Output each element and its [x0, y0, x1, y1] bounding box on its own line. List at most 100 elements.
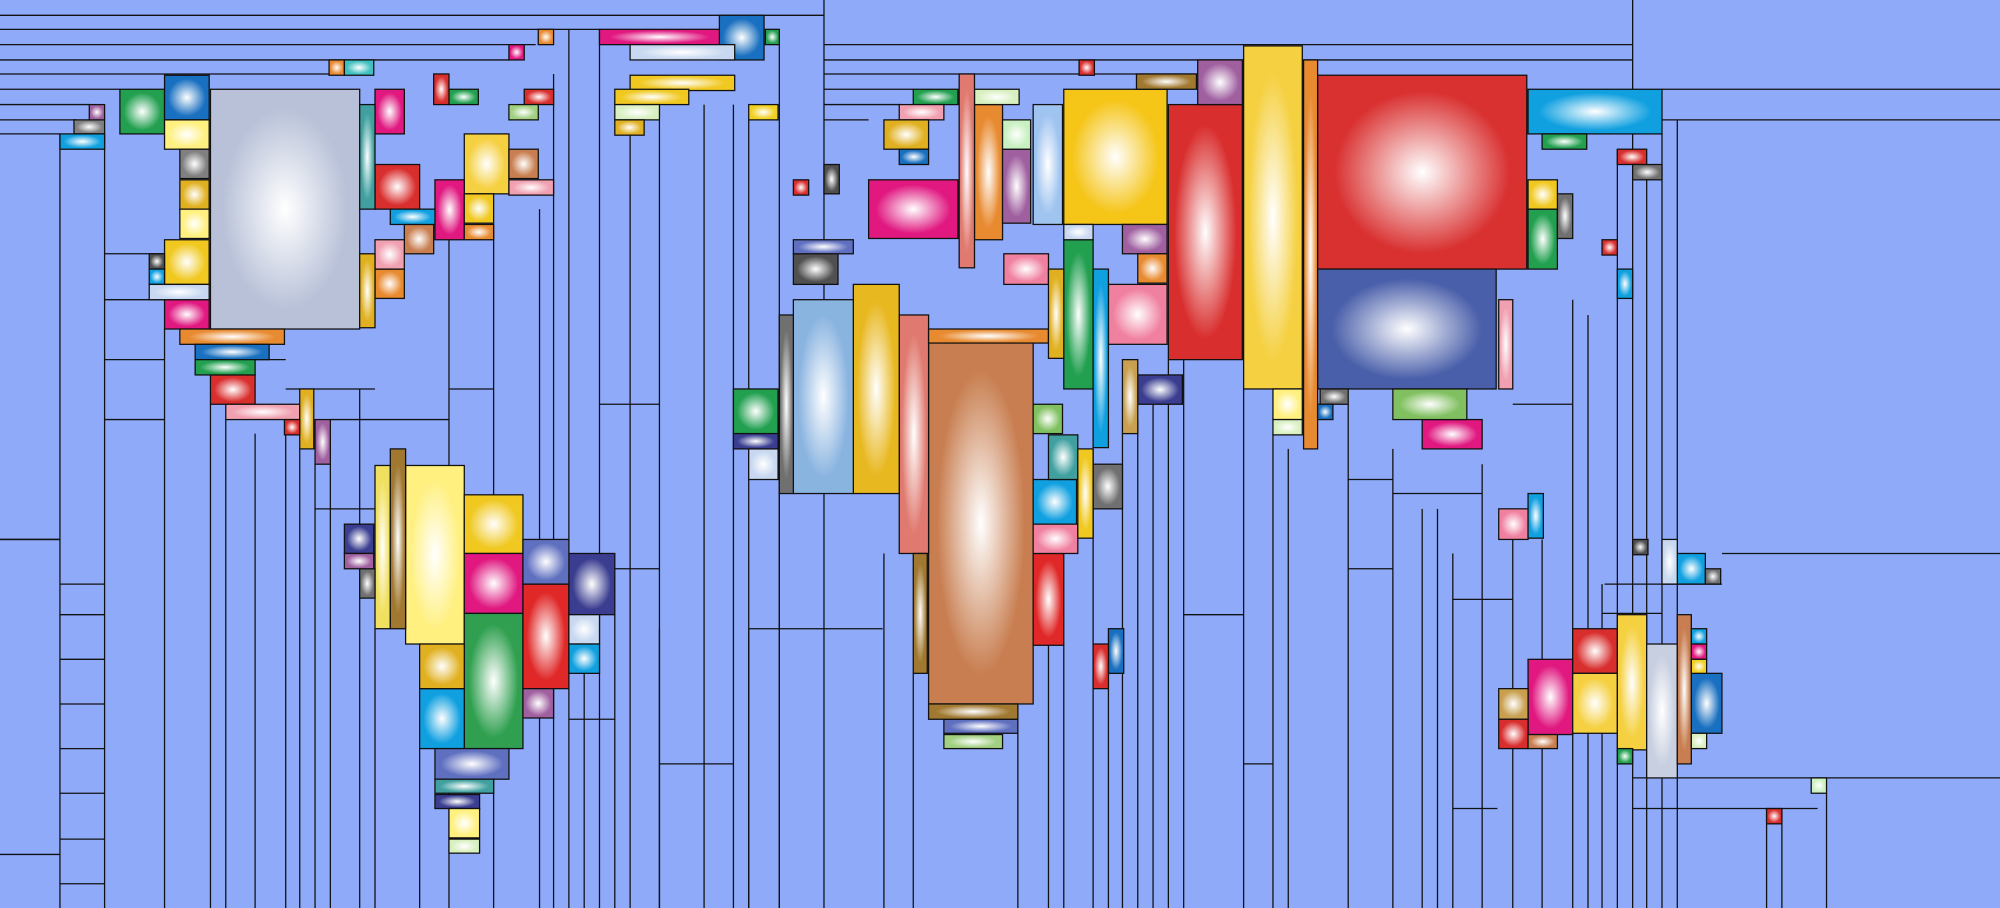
tile	[374, 464, 391, 630]
tile	[1498, 299, 1514, 390]
tile	[614, 88, 690, 106]
tile	[359, 103, 376, 210]
tile	[568, 552, 616, 616]
tile	[1765, 807, 1783, 825]
tile	[764, 28, 780, 46]
tile	[912, 552, 928, 674]
tile	[1197, 59, 1243, 106]
tile	[1316, 403, 1334, 421]
tile	[148, 268, 166, 286]
tile	[1616, 747, 1634, 765]
tile	[1690, 658, 1708, 674]
tile	[374, 88, 405, 135]
tile	[927, 703, 1019, 720]
tile	[522, 583, 570, 690]
tile	[852, 283, 900, 495]
tile	[59, 133, 106, 150]
tile	[867, 179, 959, 240]
tile	[463, 612, 524, 750]
tile	[463, 552, 524, 615]
tile	[1001, 148, 1032, 224]
tile	[1690, 643, 1708, 660]
tile	[283, 418, 301, 436]
tile	[629, 43, 736, 61]
tile	[419, 643, 465, 690]
tile	[568, 643, 601, 674]
tile	[1319, 388, 1349, 405]
tile	[119, 88, 166, 135]
tile	[792, 253, 839, 286]
tile	[732, 432, 779, 450]
tile	[1135, 73, 1198, 90]
tile	[148, 253, 166, 270]
tile	[1107, 628, 1125, 674]
tile	[148, 283, 210, 301]
tile	[1063, 88, 1168, 226]
tile	[1092, 268, 1110, 449]
tile	[163, 119, 210, 150]
tile	[1032, 103, 1064, 226]
tile	[374, 163, 421, 210]
tile	[748, 448, 779, 481]
tile	[389, 208, 436, 226]
tile	[88, 103, 106, 121]
tile	[943, 733, 1004, 750]
tile	[1541, 133, 1588, 150]
tile	[209, 88, 361, 330]
tile	[448, 838, 481, 854]
tile	[359, 568, 376, 599]
tile	[568, 614, 601, 645]
tile	[883, 119, 930, 150]
tile	[1690, 732, 1708, 750]
tile	[1646, 643, 1678, 779]
tile	[1167, 103, 1243, 361]
tile	[1676, 614, 1692, 765]
tile	[403, 223, 435, 255]
tile	[1032, 523, 1079, 555]
tile	[508, 179, 555, 196]
tile	[1421, 418, 1483, 450]
tile	[792, 299, 854, 495]
tile	[1661, 538, 1678, 585]
tile	[194, 343, 270, 361]
tile	[1498, 718, 1529, 750]
tile	[419, 688, 465, 750]
tile	[299, 388, 315, 450]
tile	[179, 179, 210, 210]
tile	[1137, 374, 1184, 405]
tile	[179, 148, 210, 180]
tile	[537, 28, 555, 46]
tile	[1032, 478, 1078, 525]
tile	[898, 148, 930, 166]
tile	[448, 807, 481, 839]
tile	[448, 88, 479, 106]
tile	[1527, 733, 1559, 750]
tile	[1063, 239, 1094, 390]
tile	[1616, 148, 1648, 166]
tile	[523, 88, 555, 106]
tile	[1001, 119, 1032, 150]
tile	[404, 464, 465, 645]
tile	[508, 43, 525, 61]
tile	[1676, 552, 1706, 585]
tile	[73, 119, 106, 135]
tile	[1077, 448, 1094, 539]
tile	[1572, 672, 1618, 734]
tile	[343, 552, 375, 570]
tile	[1392, 388, 1468, 421]
tile	[927, 341, 1034, 705]
tile	[1704, 568, 1722, 585]
tile	[973, 88, 1020, 106]
tile	[1527, 208, 1559, 270]
tile	[434, 179, 465, 241]
tile	[163, 239, 210, 286]
tile	[614, 103, 661, 121]
tile	[463, 133, 510, 195]
tile	[374, 239, 405, 270]
tile	[343, 523, 375, 555]
tile	[1078, 59, 1096, 76]
tile	[1498, 688, 1529, 720]
tile	[163, 74, 210, 121]
tile	[1047, 268, 1065, 359]
